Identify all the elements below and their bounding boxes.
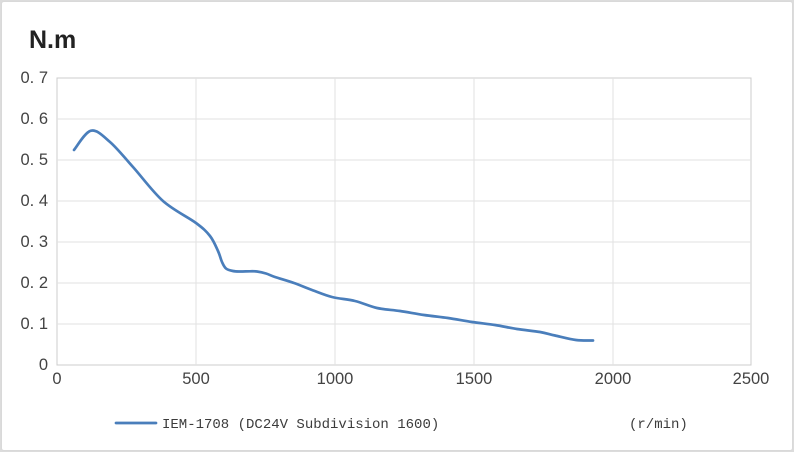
svg-text:(r/min): (r/min): [629, 417, 688, 433]
svg-text:0. 5: 0. 5: [20, 151, 48, 169]
svg-text:1000: 1000: [317, 370, 354, 388]
svg-text:0. 3: 0. 3: [20, 233, 48, 251]
svg-text:0. 7: 0. 7: [20, 69, 48, 87]
svg-text:1500: 1500: [456, 370, 493, 388]
svg-text:2500: 2500: [733, 370, 770, 388]
svg-text:0. 1: 0. 1: [20, 315, 48, 333]
svg-text:0: 0: [52, 370, 61, 388]
svg-text:0. 4: 0. 4: [20, 192, 48, 210]
svg-text:IEM-1708 (DC24V Subdivision 16: IEM-1708 (DC24V Subdivision 1600): [162, 417, 439, 433]
svg-text:0: 0: [39, 356, 48, 374]
svg-text:0. 2: 0. 2: [20, 274, 48, 292]
svg-text:2000: 2000: [595, 370, 632, 388]
svg-text:0. 6: 0. 6: [20, 110, 48, 128]
svg-text:500: 500: [182, 370, 210, 388]
